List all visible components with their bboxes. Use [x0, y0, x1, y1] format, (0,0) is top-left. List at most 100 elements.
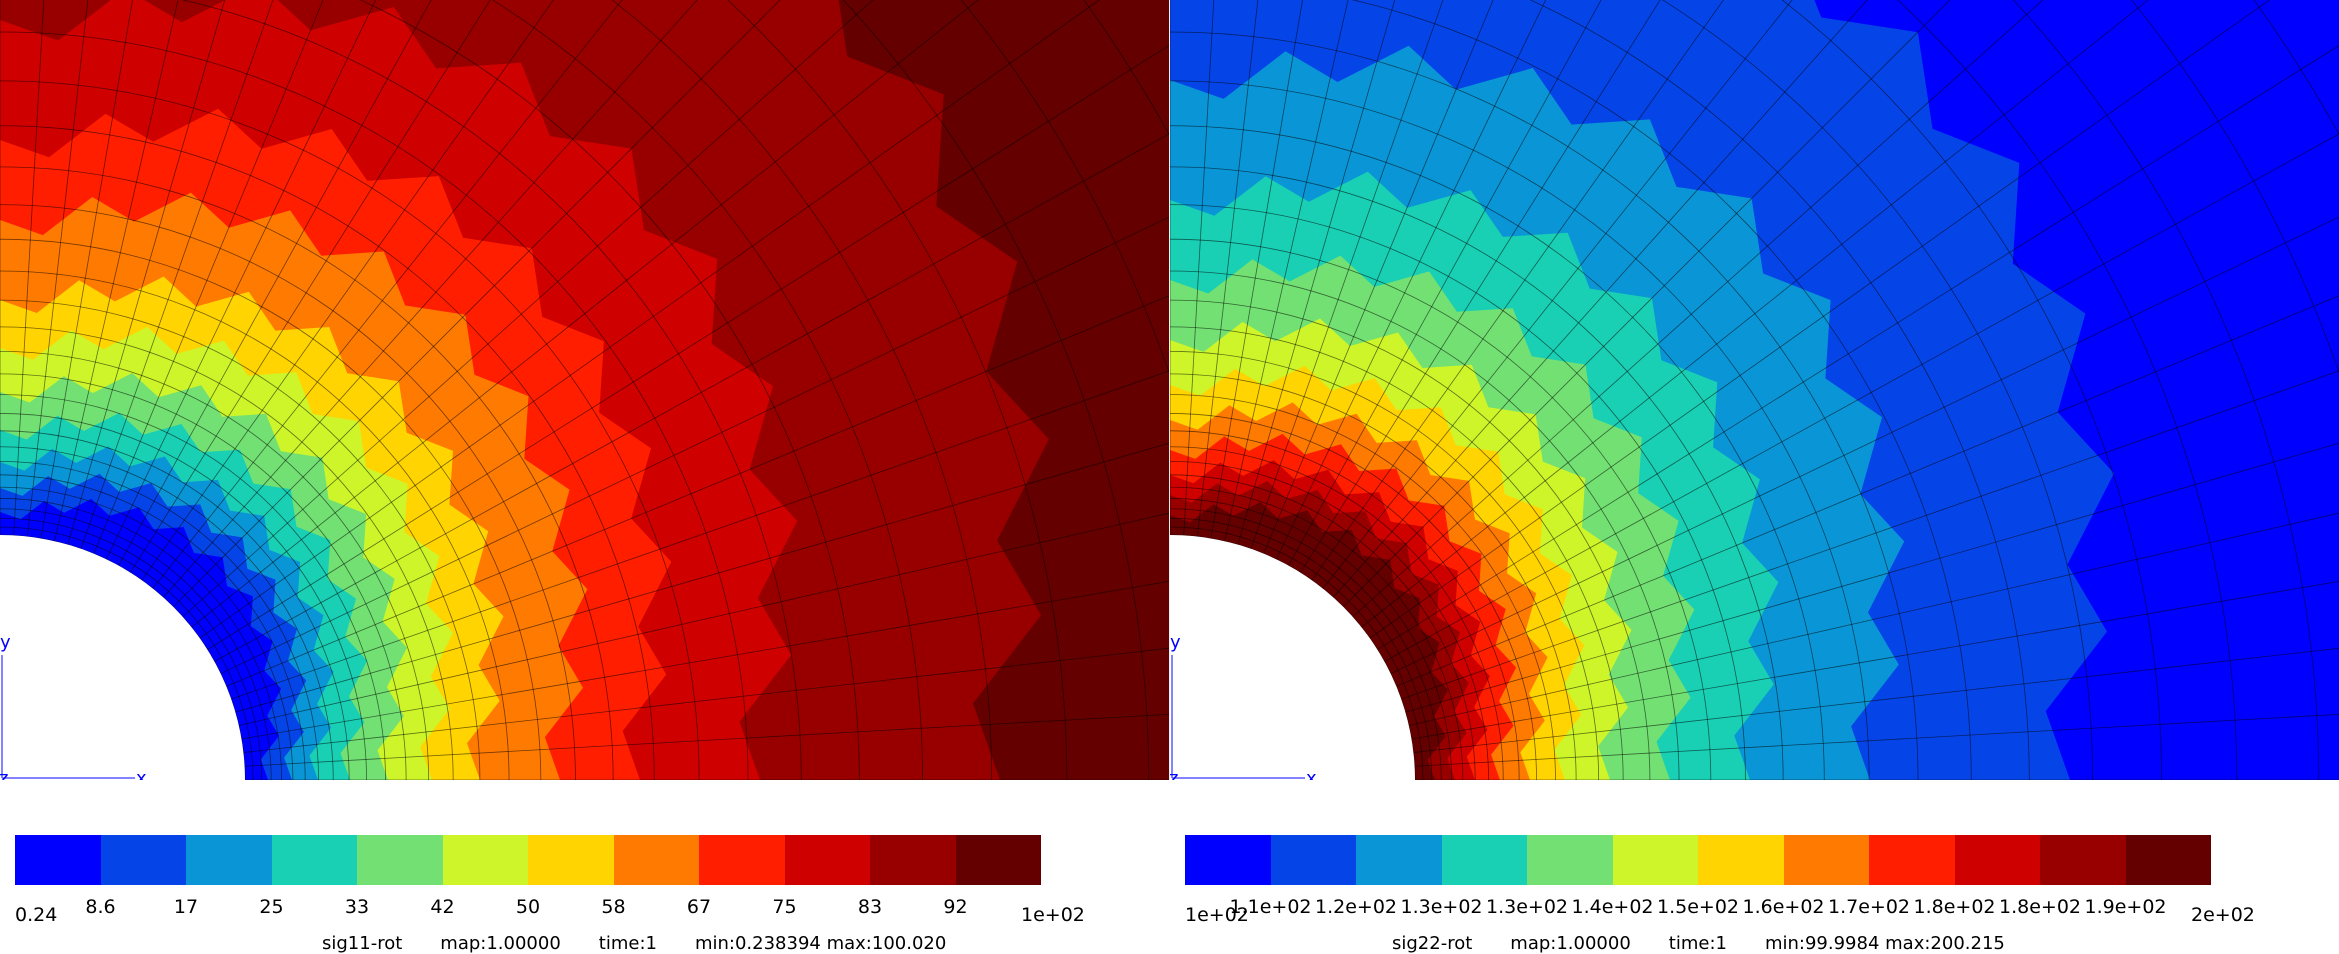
mesh-ring-line: [1170, 508, 1442, 780]
mesh-radial-line: [1401, 370, 2339, 700]
mesh-ring-line: [1170, 299, 1651, 780]
mesh-radial-line: [1237, 0, 1396, 545]
mesh-radial-line: [1288, 0, 1602, 566]
colorbar-segment: [955, 835, 1041, 885]
colorbar-tick-label: 50: [515, 896, 541, 918]
mesh-ring-line: [1351, 0, 1972, 780]
mesh-ring-line: [0, 238, 542, 780]
colorbar-tick-label: 1.1e+02: [1229, 896, 1312, 918]
caption-map: map:1.00000: [1510, 933, 1631, 954]
colorbar-segment: [442, 835, 528, 885]
mesh-ring-line: [1170, 166, 1784, 780]
mesh-ring-line: [1170, 486, 1464, 780]
mesh-ring-line: [0, 430, 350, 780]
mesh-radial-line: [191, 0, 979, 628]
mesh-ring-line: [1170, 270, 1680, 780]
colorbar-segment: [1954, 835, 2040, 885]
z-axis-label: z: [1170, 768, 1178, 780]
mesh-ring-line: [1897, 0, 2238, 780]
colorbar-tick-label: 1.5e+02: [1656, 896, 1740, 918]
mesh-radial-line: [40, 0, 133, 539]
mesh-radial-line: [1390, 216, 2339, 675]
mesh-ring-line: [1781, 0, 2162, 780]
mesh-ring-line: [0, 413, 367, 780]
mesh-ring-line: [0, 125, 655, 780]
z-axis-label: z: [0, 768, 8, 780]
sig11-contour-plot: x y z: [0, 0, 1170, 780]
mesh-radial-line: [1342, 0, 1951, 608]
colorbar-segment: [1783, 835, 1869, 885]
mesh-ring-line: [1170, 413, 1537, 780]
mesh-ring-line: [0, 80, 700, 780]
colorbar-segment: [1869, 835, 1955, 885]
colorbar-segment: [2040, 835, 2126, 885]
mesh-radial-line: [1352, 0, 2044, 618]
colorbar-tick-label: 58: [601, 896, 626, 918]
colorbar-segment: [784, 835, 870, 885]
mesh-ring-line: [1170, 125, 1825, 780]
colorbar-tick-label: 42: [430, 896, 455, 918]
mesh-ring-line: [1170, 474, 1476, 780]
mesh-radial-line: [172, 0, 781, 608]
colorbar-segment: [357, 835, 443, 885]
mesh-ring-line: [1170, 460, 1490, 780]
mesh-ring-line: [1170, 326, 1624, 780]
sig22-contour-plot: x y z: [1170, 0, 2339, 780]
colorbar-tick-label: 75: [772, 896, 797, 918]
caption-field: sig22-rot: [1392, 933, 1473, 954]
mesh-ring-line: [0, 486, 294, 780]
colorbar-segment: [613, 835, 699, 885]
y-axis-label: y: [0, 632, 11, 653]
mesh-ring-line: [0, 526, 254, 780]
colorbar-tick-label: 1e+02: [1021, 904, 1085, 926]
mesh-radial-line: [241, 580, 1170, 740]
mesh-radial-line: [1332, 0, 1868, 598]
y-axis-label: y: [1170, 632, 1181, 653]
hole: [0, 535, 245, 780]
mesh-radial-line: [1197, 0, 1259, 537]
colorbar-tick-label: 92: [943, 896, 968, 918]
colorbar-tick-label: 1.8e+02: [1913, 896, 1996, 918]
x-axis-label: x: [136, 768, 147, 780]
mesh-radial-line: [1275, 0, 1547, 560]
mesh-radial-line: [238, 512, 1170, 726]
mesh-ring-line: [359, 0, 860, 780]
mesh-radial-line: [1411, 580, 2339, 740]
mesh-radial-line: [118, 0, 432, 566]
mesh-radial-line: [199, 0, 1100, 639]
mesh-radial-line: [130, 0, 491, 573]
x-axis-label: x: [1306, 768, 1317, 780]
mesh-ring-line: [0, 326, 454, 780]
mesh-ring-line: [0, 350, 430, 780]
mesh-radial-line: [67, 0, 226, 545]
colorbar-tick-label: 1.3e+02: [1485, 896, 1569, 918]
mesh-ring-line: [1170, 430, 1520, 780]
mesh-radial-line: [1384, 133, 2339, 662]
mesh-radial-line: [93, 0, 324, 554]
colorbar-segment: [271, 835, 357, 885]
mesh-ring-line: [0, 270, 510, 780]
mesh-ring-line: [1661, 0, 2094, 780]
colorbar-segment: [528, 835, 614, 885]
colorbar-segment: [2125, 835, 2211, 885]
mesh-radial-line: [226, 294, 1170, 687]
colorbar-segment: [1698, 835, 1784, 885]
mesh-radial-line: [1361, 0, 2149, 628]
caption-map: map:1.00000: [440, 933, 561, 954]
axis-triad: x y z: [0, 632, 147, 780]
mesh-ring-line: [1170, 31, 1919, 780]
mesh-radial-line: [1413, 647, 2339, 753]
colorbar-tick-label: 17: [173, 896, 199, 918]
sig22-caption: sig22-rot map:1.00000 time:1 min:99.9984 ma…: [1392, 933, 2043, 954]
sig11-colorbar: [15, 835, 1041, 885]
colorbar-segment: [186, 835, 272, 885]
colorbar-tick-label: 0.24: [15, 904, 58, 926]
colorbar-tick-label: 83: [857, 896, 883, 918]
colorbar-segment: [100, 835, 186, 885]
mesh-ring-line: [0, 460, 320, 780]
mesh-ring-line: [1170, 498, 1452, 780]
mesh-ring-line: [1170, 350, 1600, 780]
mesh-radial-line: [1369, 0, 2270, 639]
colorbar-tick-label: 8.6: [85, 896, 116, 918]
